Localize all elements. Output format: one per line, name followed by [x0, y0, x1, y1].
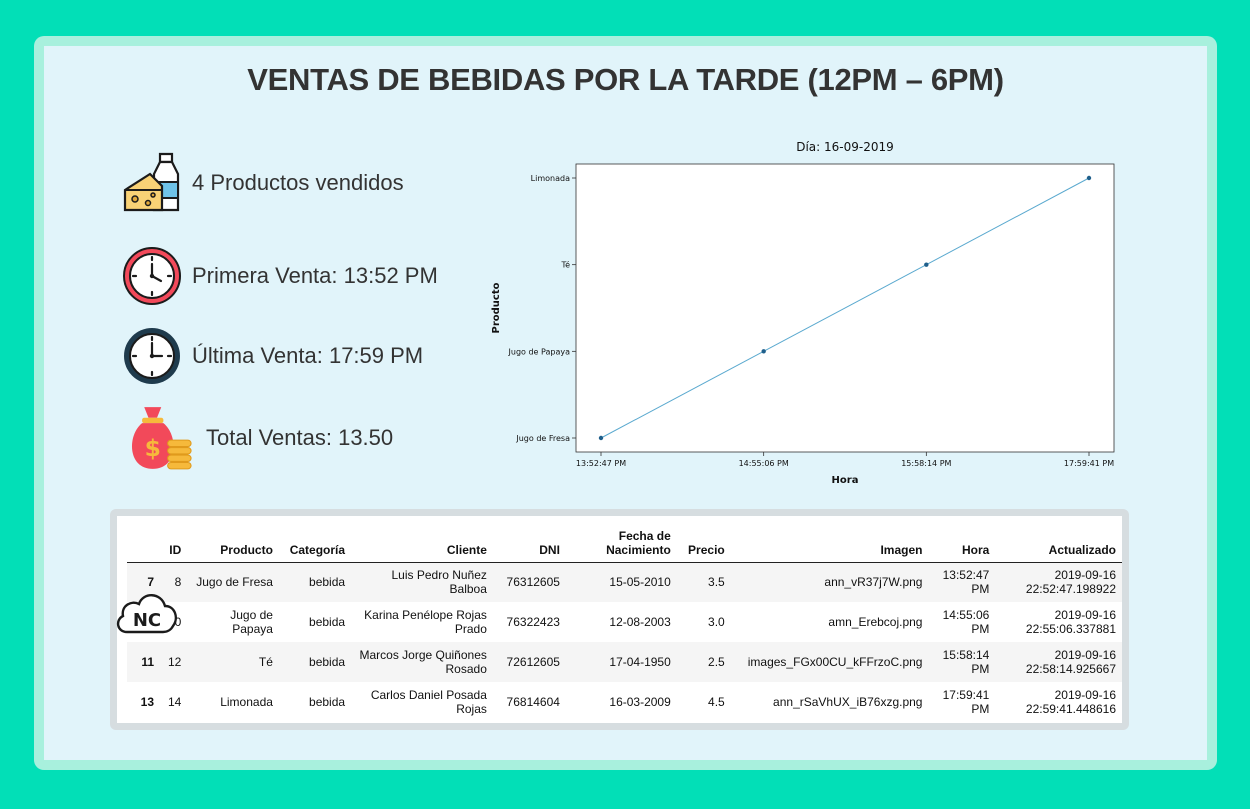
table-cell: Marcos Jorge Quiñones Rosado: [359, 648, 487, 676]
table-cell: 2019-09-16 22:58:14.925667: [1025, 648, 1116, 676]
chart-ylabel: Producto: [491, 282, 502, 333]
table-header-cell: ID: [169, 542, 182, 557]
x-tick-label: 14:55:06 PM: [739, 459, 789, 468]
red-clock-icon: [123, 247, 181, 305]
sales-line-chart: Día: 16-09-2019 Jugo de Fresa Jugo de Pap…: [491, 140, 1115, 486]
money-bag-icon: $: [131, 407, 192, 470]
row-index-cell: 11: [141, 655, 155, 669]
table-cell: Jugo de Papaya: [230, 608, 273, 636]
table-cell: bebida: [309, 695, 346, 709]
table-cell: images_FGx00CU_kFFrzoC.png: [747, 655, 923, 669]
row-index-cell: 7: [147, 575, 155, 590]
table-cell: 15-05-2010: [609, 575, 671, 590]
table-cell: 2019-09-16 22:55:06.337881: [1025, 608, 1116, 636]
data-point: [924, 262, 929, 267]
table-cell: bebida: [309, 655, 346, 669]
table-cell: 13:52:47 PM: [942, 568, 990, 597]
table-cell: 76312605: [506, 575, 560, 590]
table-header-cell: Producto: [220, 542, 273, 557]
table-row: 11 12 Té bebida Marcos Jorge Quiñones Rosado…: [127, 642, 1122, 682]
table-cell: Jugo de Fresa: [196, 575, 273, 590]
table-header-cell: DNI: [539, 542, 560, 557]
data-table-panel: ID Producto Categoría Cliente DNI Fecha de Na…: [117, 516, 1122, 723]
y-tick-label: Limonada: [531, 174, 570, 183]
table-cell: 14:55:06 PM: [942, 608, 990, 636]
x-tick-label: 13:52:47 PM: [576, 459, 626, 468]
x-tick-label: 17:59:41 PM: [1064, 459, 1114, 468]
table-cell: 76814604: [506, 695, 560, 709]
table-cell: Limonada: [220, 695, 273, 709]
nc-cloud-logo: NC: [116, 594, 177, 634]
table-cell: 14: [167, 695, 182, 709]
table-cell: 4.5: [708, 695, 725, 709]
page-title: VENTAS DE BEBIDAS POR LA TARDE (12PM – 6…: [247, 62, 1004, 97]
stat-productos: 4 Productos vendidos: [122, 152, 404, 214]
table-cell: 12-08-2003: [609, 615, 671, 629]
nc-logo-text: NC: [133, 610, 161, 631]
table-cell: 16-03-2009: [609, 695, 671, 709]
data-point: [598, 435, 604, 441]
table-cell: 8: [174, 575, 182, 590]
table-cell: 76322423: [506, 615, 560, 629]
table-header-row: ID Producto Categoría Cliente DNI Fecha de Na…: [127, 522, 1122, 562]
stat-ultima-venta-label: Última Venta: 17:59 PM: [192, 343, 424, 368]
table-header-cell: Imagen: [880, 542, 923, 557]
ventas-table: ID Producto Categoría Cliente DNI Fecha de Na…: [127, 522, 1122, 722]
y-tick-label: Jugo de Papaya: [508, 347, 571, 356]
table-header-cell: [127, 522, 160, 562]
table-cell: 17:59:41 PM: [942, 688, 990, 716]
table-cell: 17-04-1950: [609, 655, 671, 669]
table-cell: bebida: [309, 615, 346, 629]
table-cell: 2019-09-16 22:52:47.198922: [1025, 568, 1116, 597]
stat-primera-venta-label: Primera Venta: 13:52 PM: [192, 263, 438, 288]
table-cell: Karina Penélope Rojas Prado: [364, 608, 487, 636]
row-index-cell: 13: [140, 695, 155, 709]
table-header-cell: Hora: [962, 542, 990, 557]
table-cell: Té: [258, 655, 273, 669]
stat-productos-label: 4 Productos vendidos: [192, 170, 404, 195]
y-tick-label: Té: [561, 260, 571, 270]
stat-primera-venta: Primera Venta: 13:52 PM: [122, 245, 438, 307]
table-header-cell: Categoría: [289, 542, 346, 557]
y-tick-label: Jugo de Fresa: [515, 434, 570, 443]
data-point: [761, 349, 766, 354]
chart-xlabel: Hora: [832, 475, 859, 486]
stat-total-ventas-label: Total Ventas: 13.50: [206, 425, 394, 450]
table-cell: 72612605: [506, 655, 560, 669]
stat-ultima-venta: Última Venta: 17:59 PM: [122, 325, 423, 387]
milk-cheese-icon: [123, 152, 180, 212]
data-table-container: ID Producto Categoría Cliente DNI Fecha de Na…: [110, 509, 1129, 730]
table-cell: amn_Erebcoj.png: [828, 615, 923, 629]
table-header-cell: Precio: [688, 542, 725, 557]
dark-clock-icon: [124, 328, 180, 384]
chart-title: Día: 16-09-2019: [796, 140, 894, 154]
table-row: 7 8 Jugo de Fresa bebida Luis Pedro Nuñez Ba…: [127, 562, 1122, 602]
table-header-cell: Actualizado: [1048, 542, 1116, 557]
table-cell: 2.5: [708, 655, 725, 669]
table-header-cell: Cliente: [446, 542, 487, 557]
table-cell: Carlos Daniel Posada Rojas: [370, 688, 487, 716]
svg-text:$: $: [145, 434, 161, 462]
table-cell: bebida: [309, 575, 346, 590]
table-cell: ann_vR37j7W.png: [824, 575, 923, 590]
table-cell: 12: [167, 655, 182, 669]
data-point: [1086, 175, 1092, 181]
table-cell: ann_rSaVhUX_iB76xzg.png: [773, 695, 923, 709]
table-cell: 2019-09-16 22:59:41.448616: [1025, 688, 1116, 716]
stat-total-ventas: $ Total Ventas: 13.50: [122, 405, 393, 471]
table-cell: 3.5: [708, 575, 725, 590]
table-header-cell: Fecha de Nacimiento: [606, 528, 671, 557]
table-row: 13 14 Limonada bebida Carlos Daniel Posada R…: [127, 682, 1122, 722]
table-cell: 15:58:14 PM: [942, 648, 990, 676]
x-tick-label: 15:58:14 PM: [901, 459, 951, 468]
table-cell: 3.0: [708, 615, 725, 629]
series-line: [600, 177, 1090, 439]
table-cell: Luis Pedro Nuñez Balboa: [391, 568, 487, 597]
